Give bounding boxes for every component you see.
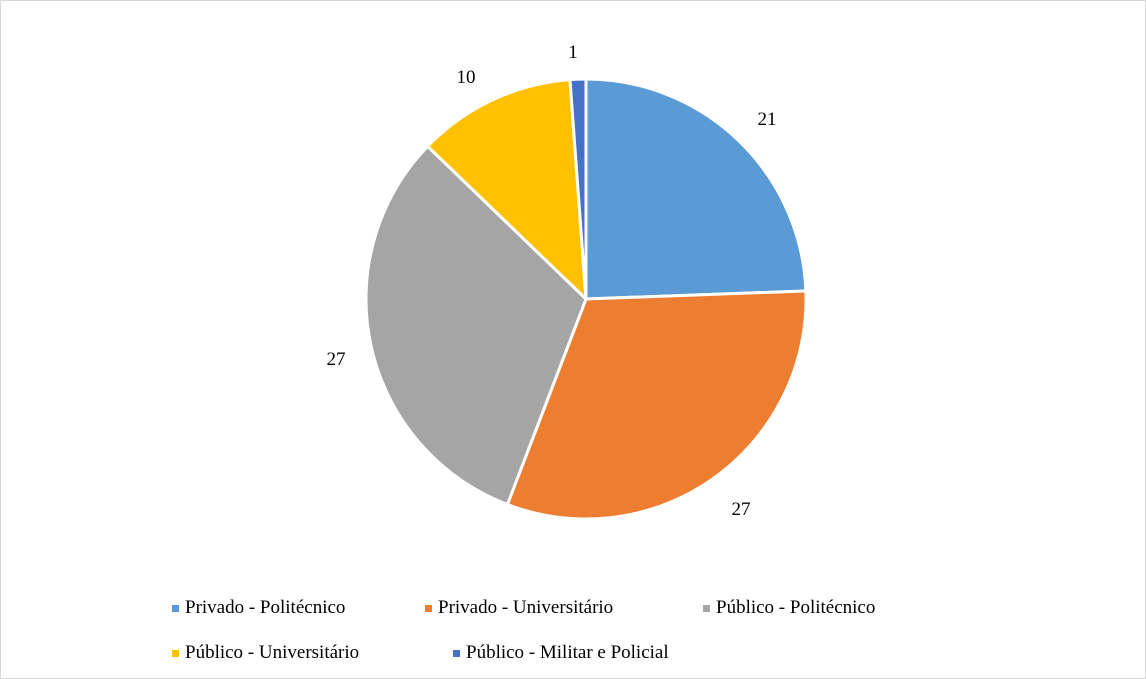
pie-slice-privado-universitario: [505, 289, 808, 521]
legend-item-privado-politecnico: Privado - Politécnico: [172, 596, 345, 620]
legend-item-publico-universitario: Público - Universitário: [172, 641, 359, 665]
pie-slices: [364, 77, 808, 521]
pie-chart: 21 27 27 10 1: [327, 42, 808, 521]
legend-swatch-privado-universitario: [425, 604, 432, 612]
data-label-publico-militar-policial: 1: [568, 42, 578, 63]
pie-slice-publico-militar-e-policial: [568, 77, 588, 301]
legend-label: Público - Universitário: [185, 642, 360, 663]
data-label-privado-politecnico: 21: [758, 109, 777, 130]
legend-label: Público - Politécnico: [716, 597, 876, 618]
pie-slice-publico-politecnico: [364, 144, 588, 506]
legend-label: Privado - Universitário: [438, 597, 614, 618]
legend-item-privado-universitario: Privado - Universitário: [425, 596, 613, 620]
data-label-privado-universitario: 27: [732, 499, 751, 520]
legend-swatch-publico-militar-policial: [453, 649, 460, 657]
legend-item-publico-militar-policial: Público - Militar e Policial: [453, 641, 669, 665]
legend-swatch-publico-universitario: [172, 649, 179, 657]
legend-swatch-privado-politecnico: [172, 604, 179, 612]
legend-label: Público - Militar e Policial: [466, 642, 669, 663]
pie-slice-privado-politecnico: [584, 77, 808, 301]
data-label-publico-universitario: 10: [457, 67, 476, 88]
pie-slice-publico-universitario: [426, 78, 588, 301]
data-label-publico-politecnico: 27: [327, 349, 346, 370]
legend-row-1: Privado - Politécnico Privado - Universi…: [0, 596, 1146, 620]
legend-label: Privado - Politécnico: [185, 597, 346, 618]
legend-swatch-publico-politecnico: [703, 604, 710, 612]
legend-row-2: Público - Universitário Público - Milita…: [0, 641, 1146, 665]
legend-item-publico-politecnico: Público - Politécnico: [703, 596, 875, 620]
data-labels: 21 27 27 10 1: [327, 42, 777, 520]
